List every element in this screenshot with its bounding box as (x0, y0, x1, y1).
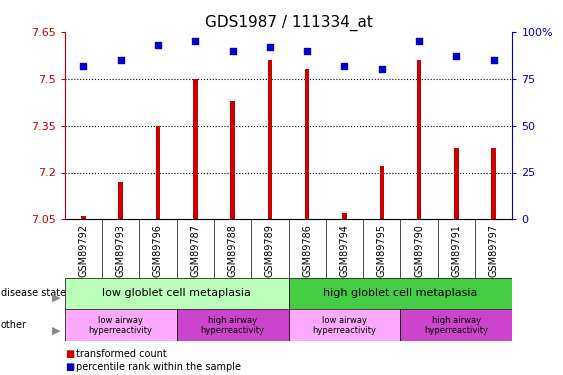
Text: GSM89793: GSM89793 (115, 224, 126, 277)
Bar (65, 309, 177, 341)
Text: GSM89787: GSM89787 (190, 224, 200, 277)
Bar (230, 100, 235, 219)
Text: GSM89797: GSM89797 (489, 224, 499, 277)
Bar (289, 309, 400, 341)
Bar (379, 166, 384, 219)
Bar (289, 278, 512, 309)
Point (191, 38, 200, 44)
Point (452, 53, 461, 59)
Text: percentile rank within the sample: percentile rank within the sample (76, 362, 241, 372)
Bar (305, 69, 310, 219)
Bar (417, 60, 421, 219)
Text: high airway
hyperreactivity: high airway hyperreactivity (200, 316, 265, 335)
Bar (400, 309, 512, 341)
Point (303, 48, 312, 54)
Bar (491, 147, 496, 219)
Point (265, 44, 274, 50)
Text: GSM89791: GSM89791 (452, 224, 462, 277)
Bar (177, 309, 288, 341)
Text: GSM89790: GSM89790 (414, 224, 424, 277)
Point (228, 48, 237, 54)
Text: disease state: disease state (1, 288, 66, 298)
Point (489, 57, 498, 63)
Point (79, 63, 88, 69)
Text: high airway
hyperreactivity: high airway hyperreactivity (425, 316, 488, 335)
Text: GSM89795: GSM89795 (377, 224, 387, 277)
Bar (156, 126, 160, 219)
Title: GDS1987 / 111334_at: GDS1987 / 111334_at (204, 14, 373, 30)
Text: other: other (1, 321, 26, 330)
Text: GSM89786: GSM89786 (302, 224, 312, 277)
Text: GSM89794: GSM89794 (339, 224, 350, 277)
Text: GSM89789: GSM89789 (265, 224, 275, 277)
Text: high globlet cell metaplasia: high globlet cell metaplasia (323, 288, 477, 298)
Bar (118, 182, 123, 219)
Point (414, 38, 423, 44)
Text: low airway
hyperreactivity: low airway hyperreactivity (89, 316, 153, 335)
Text: ▶: ▶ (52, 326, 61, 335)
Text: GSM89788: GSM89788 (227, 224, 238, 277)
Text: ■: ■ (65, 362, 74, 372)
Bar (81, 216, 86, 219)
Text: transformed count: transformed count (76, 350, 167, 359)
Bar (454, 147, 459, 219)
Text: low globlet cell metaplasia: low globlet cell metaplasia (102, 288, 251, 298)
Point (340, 63, 349, 69)
Text: low airway
hyperreactivity: low airway hyperreactivity (312, 316, 377, 335)
Text: GSM89796: GSM89796 (153, 224, 163, 277)
Text: ■: ■ (65, 350, 74, 359)
Bar (65, 278, 289, 309)
Point (116, 57, 125, 63)
Text: GSM89792: GSM89792 (78, 224, 88, 277)
Bar (267, 60, 272, 219)
Bar (342, 213, 347, 219)
Text: ▶: ▶ (52, 293, 61, 303)
Bar (193, 79, 198, 219)
Point (154, 42, 163, 48)
Point (377, 66, 386, 72)
